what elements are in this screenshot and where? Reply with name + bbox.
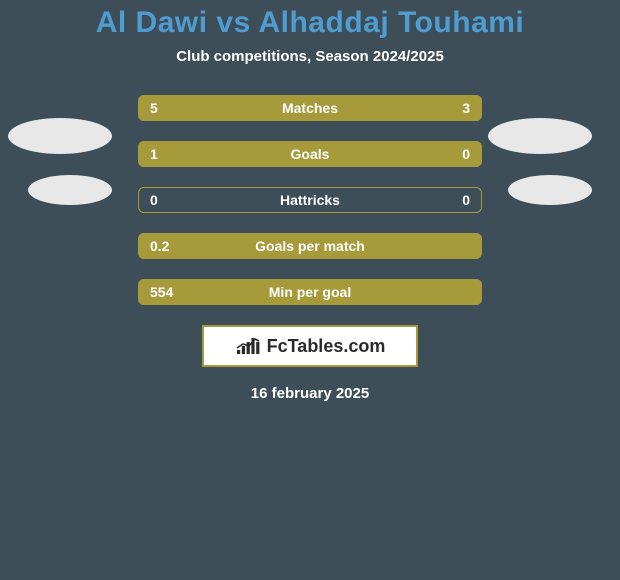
player-avatar-placeholder [508, 175, 592, 205]
stat-label: Min per goal [138, 279, 482, 305]
stat-row: 10Goals [138, 141, 482, 167]
player-avatar-placeholder [8, 118, 112, 154]
stat-row: 53Matches [138, 95, 482, 121]
logo-text: FcTables.com [267, 336, 386, 357]
fctables-logo[interactable]: FcTables.com [202, 325, 418, 367]
stat-row: 00Hattricks [138, 187, 482, 213]
subtitle: Club competitions, Season 2024/2025 [0, 48, 620, 65]
stat-row: 554Min per goal [138, 279, 482, 305]
date-label: 16 february 2025 [0, 385, 620, 402]
stat-label: Matches [138, 95, 482, 121]
player-avatar-placeholder [488, 118, 592, 154]
stat-row: 0.2Goals per match [138, 233, 482, 259]
comparison-card: Al Dawi vs Alhaddaj Touhami Club competi… [0, 0, 620, 580]
stat-label: Goals per match [138, 233, 482, 259]
stat-label: Hattricks [138, 187, 482, 213]
page-title: Al Dawi vs Alhaddaj Touhami [0, 0, 620, 40]
player-avatar-placeholder [28, 175, 112, 205]
bar-chart-icon [235, 334, 261, 359]
stat-label: Goals [138, 141, 482, 167]
